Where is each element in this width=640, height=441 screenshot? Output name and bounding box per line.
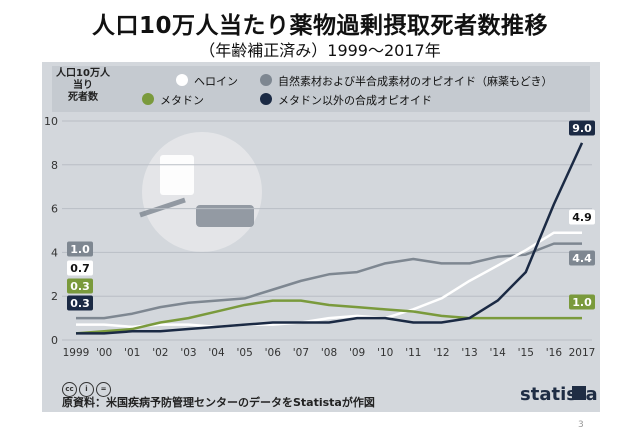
creative-commons-icons: cc i = xyxy=(62,376,113,397)
y-tick-label: 2 xyxy=(51,290,58,303)
start-value-label: 0.3 xyxy=(70,280,90,293)
x-tick-label: '12 xyxy=(433,347,449,359)
y-tick-label: 4 xyxy=(51,246,58,259)
start-value-label-box xyxy=(67,241,93,257)
legend-swatch-natural-opioids xyxy=(260,74,272,86)
legend xyxy=(52,66,590,112)
series-line-3 xyxy=(76,142,584,335)
legend-label-heroin: ヘロイン xyxy=(194,75,238,88)
end-value-label: 4.9 xyxy=(572,211,592,224)
x-tick-label: '06 xyxy=(265,347,282,359)
legend-label-synthetic-opioids: メタドン以外の合成オピオイド xyxy=(278,94,432,107)
series-line-0 xyxy=(76,242,582,320)
x-tick-label: '03 xyxy=(180,347,196,359)
legend-label-natural-opioids: 自然素材および半合成素材のオピオイド（麻薬もどき） xyxy=(278,75,553,88)
legend-swatch-heroin xyxy=(176,74,188,86)
x-tick-label: '15 xyxy=(518,347,534,359)
end-value-label-box xyxy=(569,120,595,136)
x-tick-label: '00 xyxy=(96,347,112,359)
chart-title: 人口10万人当たり薬物過剰摂取死者数推移 xyxy=(91,13,548,39)
x-tick-label: '08 xyxy=(321,347,337,359)
end-value-label-box xyxy=(569,209,595,225)
y-tick-label: 0 xyxy=(51,334,58,347)
attribution-icon: i xyxy=(79,382,94,397)
x-tick-label: 2017 xyxy=(569,347,596,359)
x-tick-label: '04 xyxy=(208,347,225,359)
legend-swatch-synthetic-opioids xyxy=(260,93,272,105)
page-number: 3 xyxy=(578,420,584,430)
start-value-label: 0.7 xyxy=(70,262,90,275)
no-derivatives-icon: = xyxy=(96,382,111,397)
y-tick-label: 8 xyxy=(51,159,58,172)
x-tick-label: '10 xyxy=(377,347,393,359)
start-value-label: 0.3 xyxy=(70,297,90,310)
legend-swatch-methadone xyxy=(142,93,154,105)
statista-logo: statista xyxy=(520,384,598,405)
x-tick-label: '05 xyxy=(237,347,253,359)
x-tick-label: '11 xyxy=(405,347,421,359)
series-line-2 xyxy=(75,299,582,335)
chart-subtitle: （年齢補正済み）1999〜2017年 xyxy=(199,41,441,60)
start-value-label-box xyxy=(67,278,93,294)
y-axis-label-line: 当り xyxy=(73,80,93,91)
cc-icon: cc xyxy=(62,382,77,397)
x-tick-label: '01 xyxy=(124,347,140,359)
x-tick-label: '07 xyxy=(293,347,309,359)
y-tick-label: 6 xyxy=(51,203,58,216)
start-value-label-box xyxy=(67,295,93,311)
y-axis-label: 人口10万人 当り 死者数 xyxy=(54,68,112,104)
x-tick-label: '13 xyxy=(461,347,477,359)
end-value-label-box xyxy=(569,250,595,266)
x-tick-label: '02 xyxy=(152,347,168,359)
legend-label-methadone: メタドン xyxy=(160,94,204,107)
start-value-label: 1.0 xyxy=(70,243,90,256)
y-axis-label-line: 死者数 xyxy=(68,92,98,103)
x-tick-label: '09 xyxy=(349,347,365,359)
end-value-label: 4.4 xyxy=(572,252,592,265)
start-value-label-box xyxy=(67,260,93,276)
pills-illustration-icon xyxy=(139,132,262,252)
x-tick-label: 1999 xyxy=(63,347,90,359)
chart-panel xyxy=(42,62,600,412)
end-value-label: 1.0 xyxy=(572,296,592,309)
end-value-label: 9.0 xyxy=(572,122,592,135)
series-line-1 xyxy=(76,231,582,329)
y-tick-label: 10 xyxy=(44,115,58,128)
x-tick-label: '14 xyxy=(490,347,507,359)
source-note: 原資料：米国疾病予防管理センターのデータをStatistaが作図 xyxy=(62,396,375,409)
x-tick-label: '16 xyxy=(546,347,563,359)
y-axis-label-line: 人口10万人 xyxy=(56,68,110,79)
end-value-label-box xyxy=(569,294,595,310)
statista-logo-icon xyxy=(572,386,586,400)
